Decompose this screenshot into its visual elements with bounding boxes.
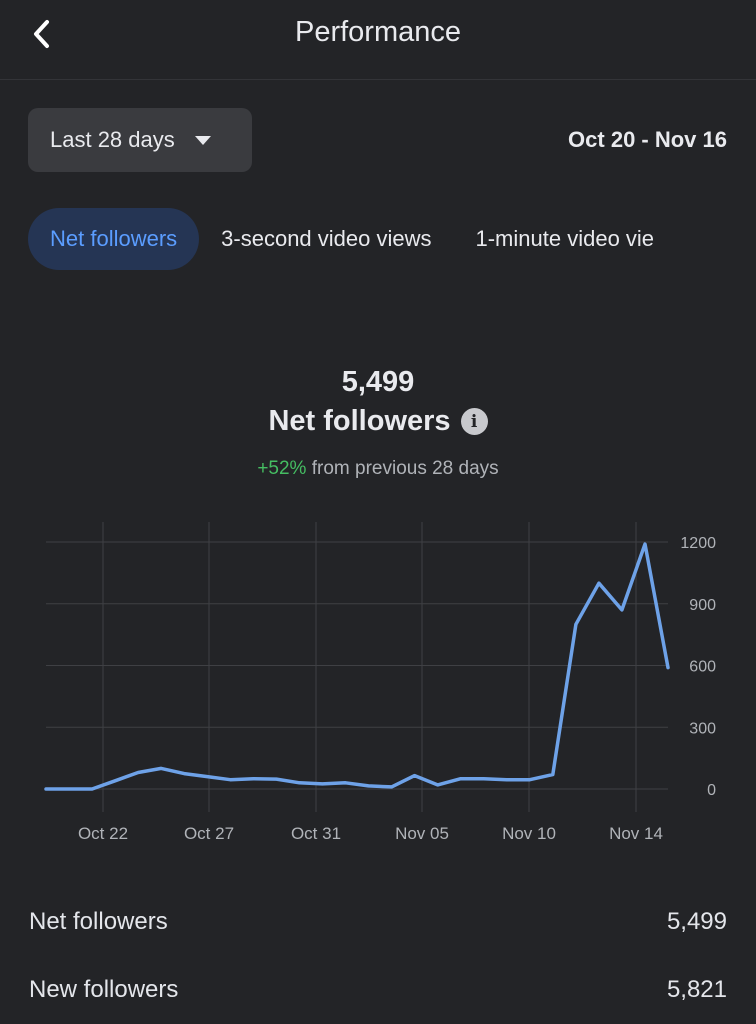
stat-label: Net followers: [29, 908, 168, 935]
chevron-left-icon: [34, 20, 49, 48]
x-tick-label: Nov 14: [609, 824, 663, 843]
change-summary: +52% from previous 28 days: [0, 458, 756, 480]
caret-down-icon: [194, 135, 211, 145]
change-percent: +52%: [257, 458, 307, 479]
stat-row-net-followers: Net followers 5,499: [29, 902, 727, 942]
series-line-net-followers: [44, 542, 670, 791]
y-tick-label: 1200: [680, 535, 716, 552]
info-icon[interactable]: i: [460, 408, 488, 435]
page-title: Performance: [294, 16, 461, 48]
top-bar: Performance: [0, 0, 756, 80]
summary-label: Net followers: [268, 405, 451, 437]
x-tick-label: Oct 31: [291, 824, 341, 843]
summary-label-row: Net followers i: [0, 405, 756, 438]
x-tick-label: Nov 10: [502, 824, 556, 843]
tab-net-followers[interactable]: Net followers: [28, 208, 200, 270]
net-followers-chart: 1200 900 600 300 0 Oct 22 Oct 27 Oct 31 Nov 05 No…: [44, 522, 716, 843]
back-button[interactable]: [22, 14, 62, 54]
change-text: from previous 28 days: [311, 458, 499, 479]
date-range-dropdown[interactable]: Last 28 days: [28, 108, 252, 172]
date-range-text: Oct 20 - Nov 16: [568, 127, 727, 152]
summary-value: 5,499: [341, 366, 415, 398]
x-tick-label: Oct 27: [184, 824, 234, 843]
y-tick-label: 600: [689, 659, 716, 676]
stat-value: 5,821: [666, 976, 727, 1003]
stat-row-new-followers: New followers 5,821: [29, 970, 727, 1010]
date-range-label: Last 28 days: [50, 127, 175, 152]
y-tick-label: 900: [689, 597, 716, 614]
stat-label: New followers: [29, 976, 179, 1003]
y-tick-label: 300: [689, 720, 716, 737]
tab-1-minute-video-views[interactable]: 1-minute video vie: [475, 226, 655, 251]
y-tick-label: 0: [707, 782, 716, 799]
x-tick-label: Oct 22: [78, 824, 128, 843]
stat-value: 5,499: [666, 908, 727, 935]
x-tick-label: Nov 05: [395, 824, 449, 843]
tab-3-second-video-views[interactable]: 3-second video views: [221, 226, 432, 251]
metric-tabs: Net followers 3-second video views 1-minut…: [28, 208, 756, 270]
